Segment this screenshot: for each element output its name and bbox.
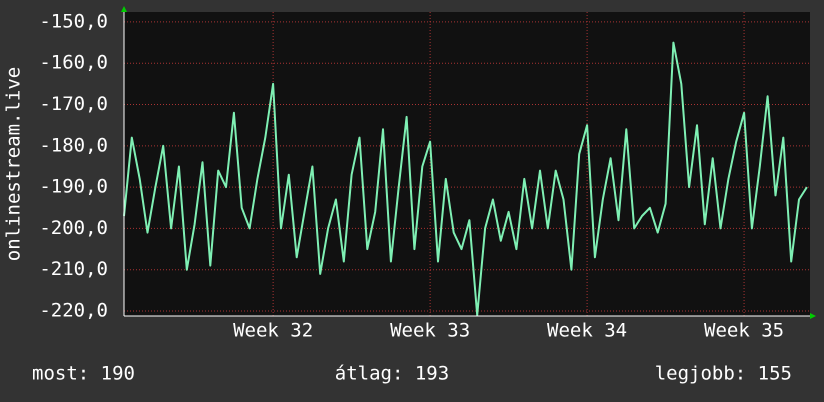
stat-average: átlag: 193 [335,363,449,385]
y-tick-label: -220,0 [39,300,108,322]
y-tick-label: -170,0 [39,93,108,115]
y-tick-label: -200,0 [39,217,108,239]
x-tick-label: Week 33 [390,320,470,342]
x-tick-label: Week 34 [547,320,627,342]
y-tick-label: -150,0 [39,10,108,32]
plot-area [124,12,810,316]
axis-arrow [810,313,816,319]
y-tick-label: -180,0 [39,134,108,156]
y-tick-label: -190,0 [39,176,108,198]
y-tick-label: -160,0 [39,52,108,74]
series-line [123,41,808,317]
stat-current: most: 190 [32,363,135,385]
stat-best: legjobb: 155 [655,363,792,385]
axis-arrow [121,6,127,12]
x-tick-label: Week 35 [704,320,784,342]
y-axis-label: onlinestream.live [3,67,25,261]
x-tick-label: Week 32 [233,320,313,342]
y-tick-label: -210,0 [39,258,108,280]
